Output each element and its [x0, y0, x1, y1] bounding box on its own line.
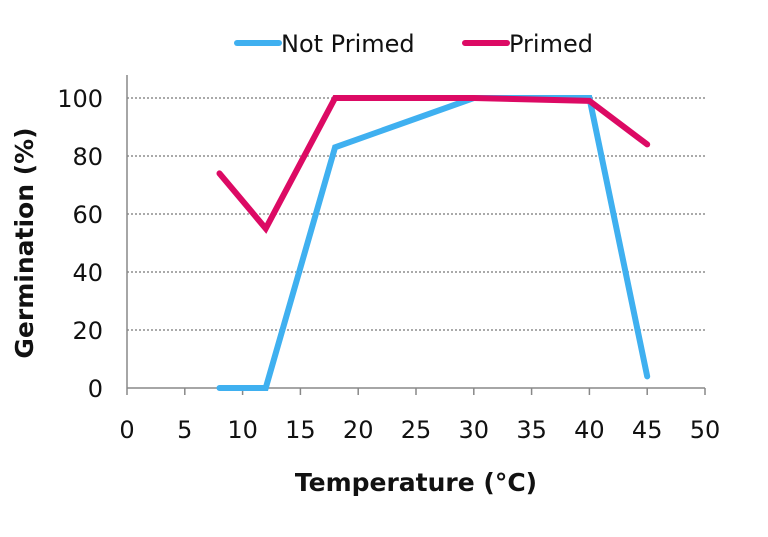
x-tick-label: 45	[632, 416, 663, 444]
y-tick-label: 100	[57, 85, 103, 113]
x-tick-label: 20	[343, 416, 374, 444]
x-tick-label: 25	[401, 416, 432, 444]
y-tick-label: 40	[72, 259, 103, 287]
y-tick-label: 0	[88, 375, 103, 403]
gridlines	[127, 98, 705, 330]
x-tick-label: 0	[119, 416, 134, 444]
y-axis-label: Germination (%)	[10, 127, 39, 358]
legend-label: Not Primed	[281, 30, 415, 58]
x-tick-label: 15	[285, 416, 316, 444]
x-tick-label: 10	[227, 416, 258, 444]
x-tick-label: 35	[516, 416, 547, 444]
y-tick-label: 60	[72, 201, 103, 229]
legend-label: Primed	[509, 30, 593, 58]
x-axis-label: Temperature (°C)	[295, 468, 537, 497]
x-tick-label: 40	[574, 416, 605, 444]
legend: Not Primed Primed	[237, 30, 593, 58]
x-tick-label: 50	[690, 416, 721, 444]
series-lines	[219, 98, 647, 388]
y-tick-label: 20	[72, 317, 103, 345]
tick-labels: 0 20 40 60 80 100 0 5 10 15 20 25 30 35 40 45 50	[57, 85, 720, 444]
x-tick-label: 30	[459, 416, 490, 444]
x-tick-label: 5	[177, 416, 192, 444]
y-tick-label: 80	[72, 143, 103, 171]
series-line-not-primed	[219, 98, 647, 388]
series-line-primed	[219, 98, 647, 229]
